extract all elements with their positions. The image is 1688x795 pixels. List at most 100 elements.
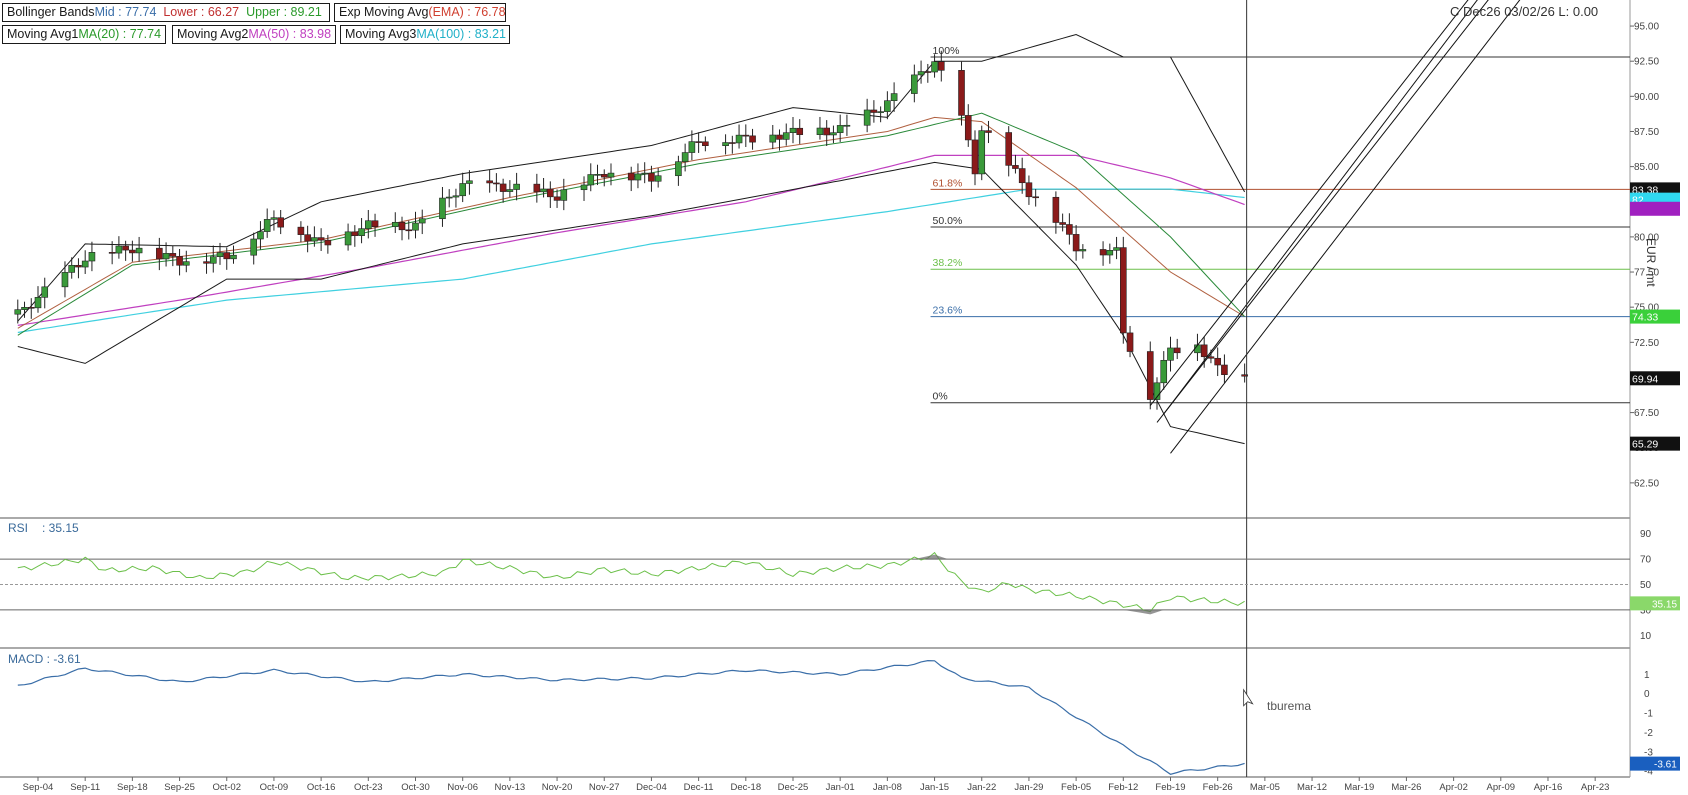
candle-body [1200,344,1208,358]
candle-body [735,134,743,144]
candle-body [553,196,561,201]
rsi-label-value: : 35.15 [42,521,79,535]
candle-body [1005,132,1013,166]
price-badge-label: 65.29 [1632,439,1658,451]
legend-bollinger-mid: Mid : 77.74 [94,5,157,19]
candle-body [742,134,750,137]
candle-body [115,245,123,254]
candle-body [782,132,790,140]
candle-body [600,174,608,178]
candle-body [250,238,258,256]
x-tick-label: Apr-23 [1581,782,1610,793]
candle-body [14,309,22,315]
candle-body [931,61,938,73]
candle-body [1032,196,1039,199]
candle-body [445,196,453,199]
candle-body [41,286,49,298]
legend-bollinger-name: Bollinger Bands [7,5,95,19]
legend-ma1: Moving Avg1MA(20) : 77.74 [2,25,166,44]
rsi-line [17,551,1245,613]
candle-body [412,222,419,231]
price-tick-label: 77.50 [1634,268,1659,279]
candle-body [61,272,69,288]
candle-body [627,172,635,181]
x-tick-label: Feb-26 [1203,782,1233,793]
candle-body [27,307,35,309]
candle-body [533,183,541,193]
x-tick-label: Dec-04 [636,782,667,793]
legend-ma3-name: Moving Avg3 [345,27,417,41]
candle-body [823,127,830,136]
candle-body [277,217,284,228]
candle-body [863,109,871,126]
trend-channel-line [1170,0,1521,454]
price-tick-label: 62.50 [1634,478,1659,489]
trend-channel-line [1163,0,1478,415]
price-tick-label: 87.50 [1634,127,1659,138]
candle-body [1153,382,1161,400]
rsi-value-badge-label: 35.15 [1652,599,1677,610]
candle-body [985,130,992,133]
candle-body [122,245,129,251]
rsi-label: RSI: 35.15 [8,521,79,535]
rsi-tick-label: 30 [1640,605,1652,616]
candle-body [506,189,514,192]
x-tick-label: Mar-26 [1391,782,1421,793]
candle-body [351,231,359,236]
legend-ma2: Moving Avg2MA(50) : 83.98 [172,25,336,44]
candle-body [1025,182,1033,198]
macd-label: MACD : -3.61 [8,652,81,666]
x-tick-label: Jan-29 [1014,782,1043,793]
bollinger-upper-line [17,33,1246,322]
candle-body [769,134,777,143]
candle-body [964,115,972,141]
candle-body [580,184,588,191]
candle-body [493,182,500,185]
macd-tick-label: -3 [1644,747,1653,758]
candle-body [648,172,655,182]
rsi-tick-label: 90 [1640,529,1652,540]
candle-body [607,172,615,178]
candle-body [466,180,473,184]
x-tick-label: Mar-12 [1297,782,1327,793]
price-tick-label: 85.00 [1634,162,1659,173]
macd-tick-label: 1 [1644,670,1650,681]
candle-body [1173,347,1181,354]
candle-body [1221,364,1228,375]
candle-body [203,261,210,264]
price-tick-label: 95.00 [1634,22,1659,33]
candle-body [21,307,28,310]
candle-body [729,142,736,144]
x-tick-label: Feb-12 [1108,782,1138,793]
macd-tick-label: -1 [1644,709,1653,720]
candle-body [391,221,399,228]
x-tick-label: Sep-18 [117,782,148,793]
candle-body [1126,332,1134,352]
candle-body [270,217,278,220]
candle-body [34,297,42,309]
candle-body [1052,196,1060,223]
candle-body [654,175,662,182]
rsi-value-badge [1630,596,1680,611]
candle-body [183,261,190,266]
candle-body [836,125,844,133]
candle-body [499,183,507,192]
candle-body [317,237,325,241]
candle-body [722,142,729,147]
price-tick-label: 72.50 [1634,338,1659,349]
ma50-line [17,154,1245,326]
candle-body [129,249,136,254]
legend-bollinger-upper: Upper : 89.21 [246,5,322,19]
macd-line [17,659,1245,775]
candle-body [688,141,696,153]
candle-body [1059,222,1066,225]
candle-body [108,252,116,254]
candle-body [418,218,426,224]
trend-channel-line [1149,0,1469,406]
rsi-tick-label: 70 [1640,555,1652,566]
fib-level-label: 0% [933,391,948,403]
candle-body [230,254,237,260]
price-badge [1630,436,1680,451]
legend-ema-value: (EMA) : 76.78 [428,5,506,19]
